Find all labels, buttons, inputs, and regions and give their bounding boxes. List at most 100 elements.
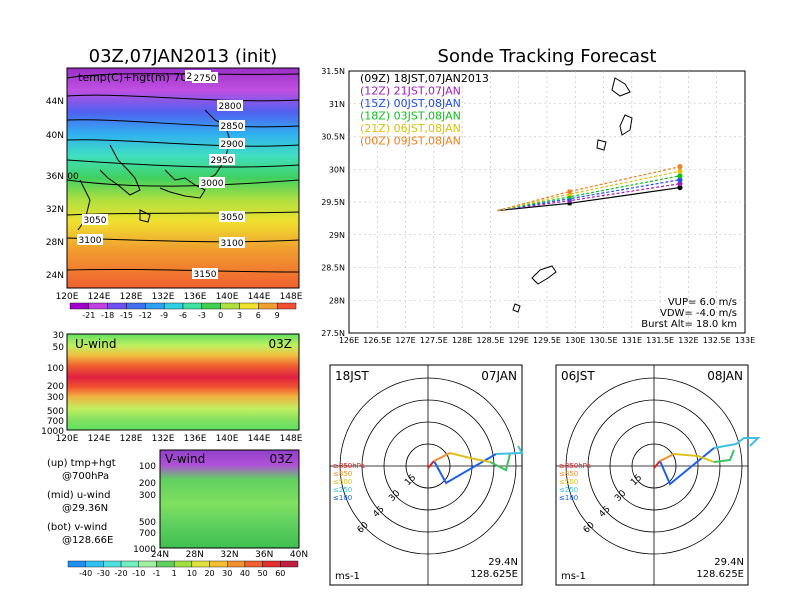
temperature-map-panel: temp(C)+hgt(m) 700hPa 270027502800285029… [46,67,303,320]
u-pressure-tick: 500 [47,407,64,417]
track-endpoint [677,173,683,179]
track-x-tick: 131.5E [646,336,674,345]
u-pressure-tick: 1000 [41,427,64,437]
track-x-tick: 127E [395,336,415,345]
temp-colorbar-tick: -18 [101,311,114,320]
v-pressure-tick: 500 [139,518,156,528]
temp-colorbar-tick: -15 [120,311,133,320]
track-x-tick: 128E [452,336,472,345]
hodograph-trace [653,460,661,469]
track-legend-entry: (18Z) 03JST,08JAN [360,110,461,123]
wind-colorbar-tick: 60 [275,569,285,578]
hodograph-lat: 29.4N [714,557,744,568]
map-lon-tick: 132E [152,292,175,302]
track-endpoint [677,177,683,183]
hodograph-time: 06JST [561,369,595,383]
wind-colorbar-cell [191,560,210,568]
temp-colorbar-cell [239,302,259,310]
track-y-tick: 27.5N [321,329,345,338]
track-legend-entry: (12Z) 21JST,07JAN [360,85,461,98]
temp-colorbar-cell [69,302,90,310]
map-lon-tick: 124E [88,292,111,302]
track-endpoint [677,164,683,170]
map-label: temp(C)+hgt(m) 700hPa [78,71,214,84]
temp-colorbar-tick: -12 [139,311,152,320]
contour-label: 2950 [211,156,234,166]
hodograph-unit: ms-1 [335,571,360,582]
track-panel: 27.5N 28N 28.5N 29N 29.5N 30N 30.5N 31N 31.5N 12… [321,67,755,345]
v-wind-field [159,449,300,549]
wind-colorbar-tick: -30 [97,569,110,578]
wind-colorbar-tick: 10 [187,569,197,578]
temp-colorbar-tick: 9 [275,311,280,320]
contour-label: 00 [67,172,79,182]
temp-colorbar-cell [145,302,165,310]
u-wind-label: U-wind [75,337,116,351]
hodograph-frame [555,364,749,586]
hodograph-trace [495,445,524,455]
track-x-tick: 133E [735,336,755,345]
track-endpoint [677,184,683,191]
temp-colorbar-cell [276,302,297,310]
track-midpoint [567,189,572,194]
temp-colorbar-cell [201,302,221,310]
track-legend-entry: (09Z) 18JST,07JAN2013 [360,72,489,85]
hodograph-date: 07JAN [481,369,517,383]
hodograph-trace [659,447,715,486]
u-pressure-tick: 700 [47,417,64,427]
right-title: Sonde Tracking Forecast [438,46,657,67]
hodograph-frame [329,364,523,586]
wind-colorbar-cell [280,560,299,568]
hodograph-level-label: ≤100 [333,494,352,502]
wind-colorbar-tick: 1 [172,569,177,578]
hodograph-level-label: ≤850 [559,470,578,478]
contour-label: 3000 [201,179,224,189]
wind-colorbar-tick: 40 [240,569,250,578]
map-lon-tick: 136E [184,292,207,302]
track-y-tick: 28N [329,296,345,305]
u-lon-tick: 136E [184,434,207,444]
v-wind-time: 03Z [270,452,294,466]
hodograph-lon: 128.625E [696,569,744,580]
wind-colorbar-cell [173,560,193,568]
u-wind-field [66,333,300,431]
v-lat-tick: 36N [255,550,273,560]
u-lon-tick: 132E [152,434,175,444]
wind-colorbar-cell [227,560,246,568]
contour-label-bg [77,234,103,245]
map-lat-tick: 44N [46,97,64,107]
track-legend-entry: (00Z) 09JST,08JAN [360,135,461,148]
hodograph-lon: 128.625E [470,569,518,580]
hodograph-level-label: ≤500 [333,478,352,486]
hodograph-level-label: ≥850hPa [333,462,365,470]
panel-description-notes: (up) tmp+hgt @700hPa (mid) u-wind @29.36N (b… [47,458,116,546]
hodograph-trace [433,452,451,462]
track-parameter: VUP= 6.0 m/s [668,297,737,308]
hodograph-trace [449,452,491,463]
v-pressure-tick: 1000 [133,545,156,555]
u-pressure-tick: 100 [47,364,64,374]
hodograph-level-label: ≥850hPa [559,462,591,470]
v-pressure-tick: 100 [139,462,156,472]
note-line1: (up) tmp+hgt [47,458,116,469]
u-wind-time: 03Z [269,337,293,351]
wind-colorbar-tick: 30 [222,569,232,578]
u-lon-tick: 128E [120,434,143,444]
u-pressure-tick: 30 [53,331,65,341]
hodograph-trace [489,453,511,472]
contour-label-bg [217,100,243,111]
temp-colorbar-cell [126,302,146,310]
wind-colorbar-cell [103,560,122,568]
contour-label-bg [219,211,245,222]
track-midpoint [567,192,572,197]
hodograph-time: 18JST [335,369,369,383]
wind-colorbar-cell [85,560,104,568]
note-line2: @29.36N [62,503,108,514]
temp-colorbar-cell [182,302,203,310]
